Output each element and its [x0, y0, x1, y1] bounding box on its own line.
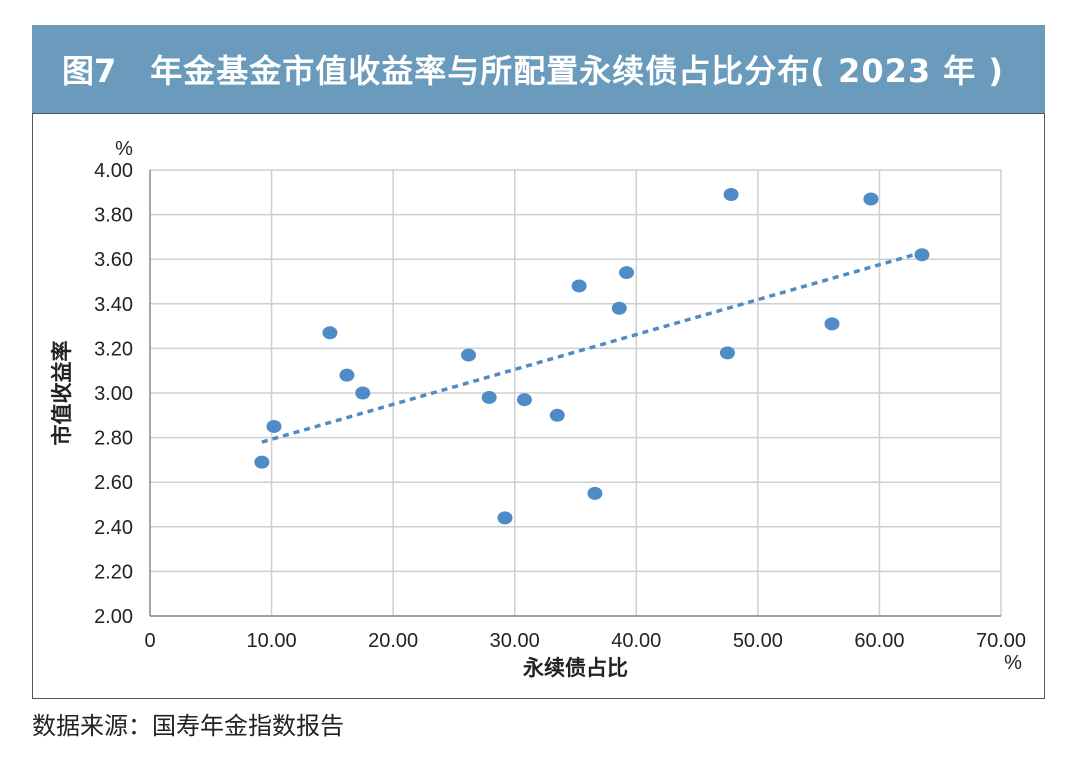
data-point: [266, 419, 282, 433]
data-source-note: 数据来源：国寿年金指数报告: [32, 712, 344, 740]
y-unit-label: %: [115, 138, 133, 160]
x-tick-label: 50.00: [733, 630, 783, 652]
x-axis-title: 永续债占比: [522, 656, 628, 680]
y-tick-label: 3.60: [94, 249, 133, 271]
y-tick-label: 2.60: [94, 472, 133, 494]
data-point: [549, 408, 565, 422]
x-tick-label: 60.00: [854, 630, 904, 652]
data-point: [461, 348, 477, 362]
data-point: [355, 386, 371, 400]
data-point: [254, 455, 270, 469]
data-point: [914, 248, 930, 262]
chart-frame: 2.00 2.20 2.40 2.60 2.80 3.00 3.20 3.40 3.60 3.80…: [32, 113, 1045, 699]
data-point: [619, 266, 635, 280]
y-tick-label: 3.00: [94, 383, 133, 405]
data-point: [571, 279, 587, 293]
y-tick-label: 2.00: [94, 606, 133, 628]
data-point: [611, 301, 627, 315]
trendline: [261, 250, 923, 444]
data-point: [339, 368, 355, 382]
data-point: [497, 511, 513, 525]
data-point: [824, 317, 840, 331]
y-tick-label: 4.00: [94, 160, 133, 182]
figure-title: 年金基金市值收益率与所配置永续债占比分布( 2023 年 ): [150, 52, 1005, 90]
x-tick-label: 20.00: [368, 630, 418, 652]
x-tick-label: 30.00: [490, 630, 540, 652]
x-tick-label: 40.00: [611, 630, 661, 652]
y-tick-label: 2.40: [94, 517, 133, 539]
figure-title-bar: 图7 年金基金市值收益率与所配置永续债占比分布( 2023 年 ): [32, 25, 1045, 113]
x-unit-label: %: [1004, 652, 1022, 674]
data-point: [723, 188, 739, 202]
data-point: [863, 192, 879, 206]
data-point: [516, 393, 532, 407]
x-tick-label: 0: [144, 630, 155, 652]
y-tick-label: 2.80: [94, 428, 133, 450]
x-tick-label: 70.00: [976, 630, 1026, 652]
y-axis-title: 市值收益率: [50, 341, 74, 446]
data-point: [719, 346, 735, 360]
y-tick-label: 2.20: [94, 561, 133, 583]
y-tick-label: 3.40: [94, 294, 133, 316]
x-tick-label: 10.00: [247, 630, 297, 652]
y-tick-label: 3.80: [94, 205, 133, 227]
y-tick-label: 3.20: [94, 338, 133, 360]
data-point: [587, 486, 603, 500]
scatter-chart: 2.00 2.20 2.40 2.60 2.80 3.00 3.20 3.40 3.60 3.80…: [50, 138, 1026, 680]
figure-label: 图7: [62, 52, 117, 90]
data-point: [322, 326, 338, 340]
data-point: [481, 390, 497, 404]
